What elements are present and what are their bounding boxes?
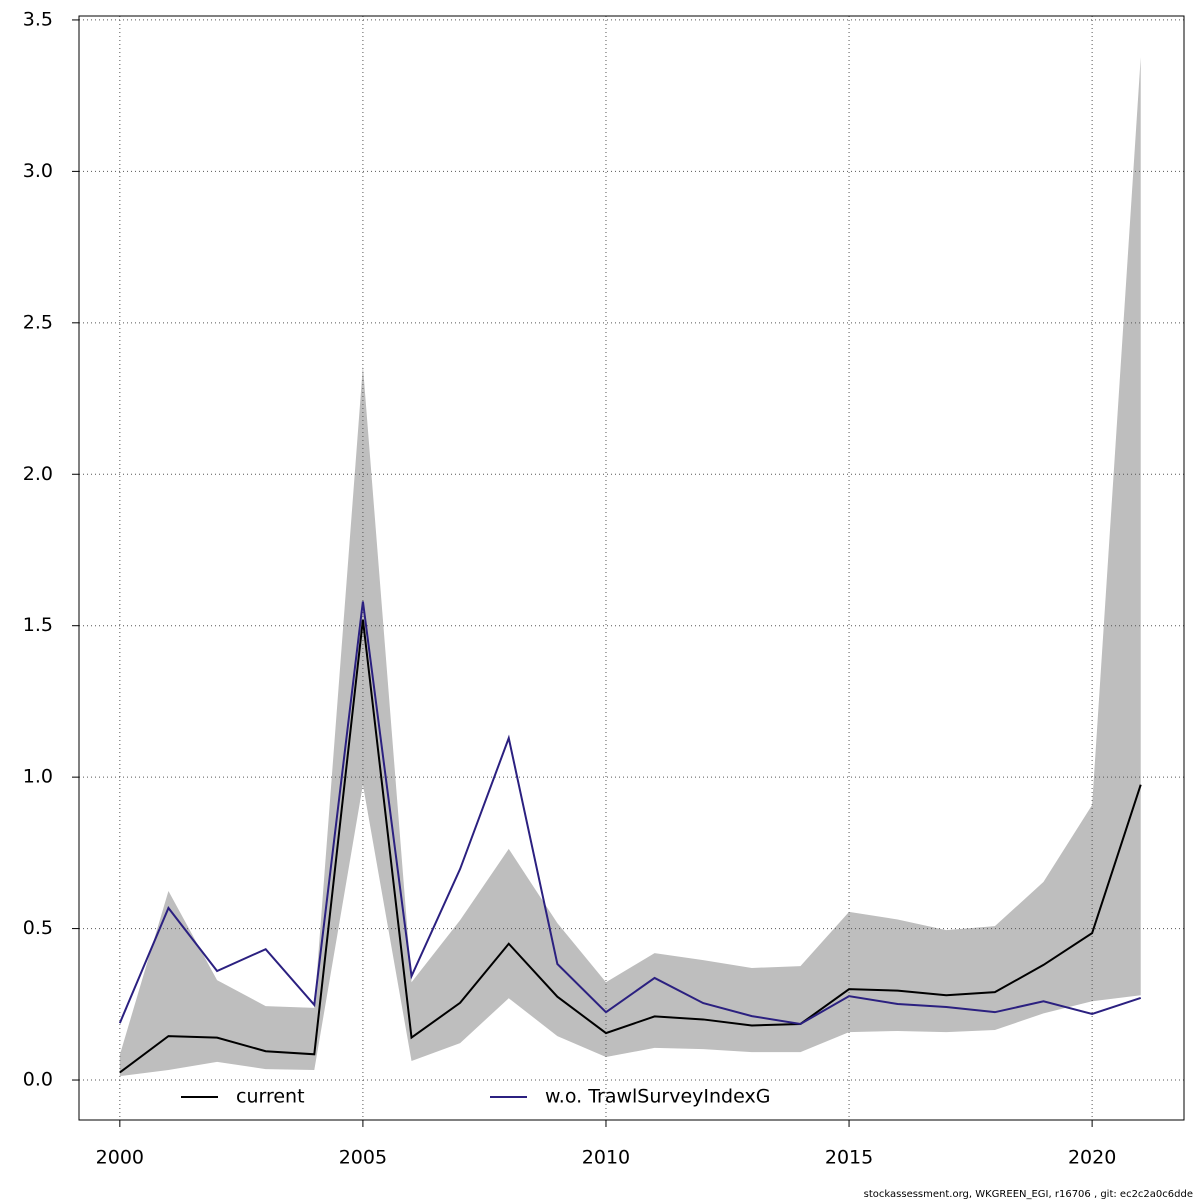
y-tick-label: 0.5: [23, 917, 53, 939]
y-tick-label: 1.5: [23, 614, 53, 636]
legend-label: w.o. TrawlSurveyIndexG: [545, 1086, 770, 1108]
series-line: [118, 601, 1142, 1026]
x-tick-label: 2020: [1068, 1147, 1116, 1169]
plot-frame: [78, 15, 1185, 1121]
x-tick-label: 2010: [582, 1147, 630, 1169]
y-tick-label: 2.0: [23, 463, 53, 485]
y-tick-label: 0.0: [23, 1069, 53, 1091]
footer: stockassessment.org, WKGREEN_EGI, r16706…: [864, 1189, 1193, 1200]
x-tick-label: 2015: [825, 1147, 873, 1169]
y-tick-label: 3.5: [23, 8, 53, 30]
x-tick-label: 2005: [339, 1147, 387, 1169]
x-tick-label: 2000: [96, 1147, 144, 1169]
y-tick-label: 3.0: [23, 160, 53, 182]
series-line: [119, 619, 1142, 1074]
y-tick-label: 2.5: [23, 311, 53, 333]
legend-label: current: [236, 1086, 305, 1108]
y-tick-label: 1.0: [23, 766, 53, 788]
confidence-band: [119, 57, 1141, 1077]
